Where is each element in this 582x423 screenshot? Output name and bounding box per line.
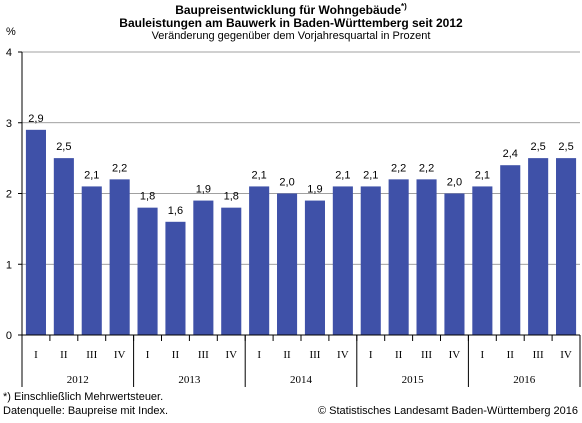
data-label: 2,1	[84, 169, 99, 181]
bar	[556, 158, 577, 335]
x-tick-label: I	[146, 349, 150, 361]
bar	[249, 186, 270, 335]
x-tick-label: IV	[449, 349, 461, 361]
copyright: © Statistisches Landesamt Baden-Württemb…	[317, 405, 578, 417]
bar	[193, 200, 214, 335]
title-footnote-mark: *)	[401, 2, 407, 11]
year-label: 2013	[178, 374, 201, 386]
data-label: 2,0	[447, 177, 462, 189]
data-label: 2,1	[363, 169, 378, 181]
chart-subtitle: Veränderung gegenüber dem Vorjahresquart…	[151, 30, 431, 42]
data-label: 2,5	[558, 141, 573, 153]
x-tick-label: I	[34, 349, 38, 361]
data-label: 2,0	[279, 177, 294, 189]
data-label: 2,1	[335, 169, 350, 181]
data-label: 2,5	[531, 141, 546, 153]
data-label: 2,2	[419, 162, 434, 174]
bar	[444, 193, 465, 335]
x-tick-label: II	[60, 349, 68, 361]
data-label: 1,8	[224, 191, 239, 203]
bar	[360, 186, 381, 335]
x-tick-label: I	[369, 349, 373, 361]
bar	[221, 207, 242, 335]
x-tick-label: III	[198, 349, 209, 361]
x-tick-label: III	[421, 349, 432, 361]
x-tick-label: II	[395, 349, 403, 361]
data-label: 2,4	[503, 148, 518, 160]
y-tick-label: 0	[6, 330, 12, 342]
chart-title-text: Baupreisentwicklung für Wohngebäude	[175, 3, 401, 17]
data-label: 2,2	[112, 162, 127, 174]
bar	[81, 186, 102, 335]
chart-title-line2: Bauleistungen am Bauwerk in Baden-Württe…	[119, 16, 463, 30]
y-tick-label: 1	[6, 259, 12, 271]
data-source: Datenquelle: Baupreise mit Index.	[3, 405, 169, 417]
bar	[165, 221, 186, 335]
y-tick-label: 4	[6, 47, 12, 59]
y-axis-label: %	[6, 26, 16, 38]
y-tick-label: 2	[6, 189, 12, 201]
data-label: 1,9	[307, 184, 322, 196]
x-tick-label: IV	[337, 349, 349, 361]
year-label: 2012	[67, 374, 89, 386]
year-label: 2015	[402, 374, 425, 386]
bar	[53, 158, 74, 335]
bar	[109, 179, 130, 335]
bar	[137, 207, 158, 335]
x-tick-label: IV	[225, 349, 237, 361]
data-label: 1,9	[196, 184, 211, 196]
data-label: 1,8	[140, 191, 155, 203]
y-tick-label: 3	[6, 118, 12, 130]
x-tick-label: II	[283, 349, 291, 361]
data-label: 2,1	[475, 169, 490, 181]
x-tick-label: I	[481, 349, 485, 361]
bar	[416, 179, 437, 335]
x-tick-label: II	[172, 349, 180, 361]
bar	[332, 186, 353, 335]
data-label: 2,1	[252, 169, 267, 181]
chart-title-block: Baupreisentwicklung für Wohngebäude*) Ba…	[0, 0, 582, 43]
bar	[388, 179, 409, 335]
chart-title: Baupreisentwicklung für Wohngebäude*)	[0, 0, 582, 17]
bar	[304, 200, 325, 335]
data-label: 2,9	[28, 113, 43, 125]
x-tick-label: IV	[560, 349, 572, 361]
x-tick-label: III	[533, 349, 544, 361]
x-tick-label: II	[507, 349, 515, 361]
bar	[277, 193, 298, 335]
data-label: 2,2	[391, 162, 406, 174]
x-tick-label: I	[257, 349, 261, 361]
bar	[528, 158, 549, 335]
footnote: *) Einschließlich Mehrwertsteuer.	[3, 391, 164, 403]
data-label: 1,6	[168, 205, 183, 217]
bar	[472, 186, 493, 335]
bar	[25, 129, 46, 335]
x-tick-label: III	[309, 349, 320, 361]
data-label: 2,5	[56, 141, 71, 153]
x-tick-label: III	[86, 349, 97, 361]
bar	[500, 165, 521, 335]
year-label: 2016	[513, 374, 536, 386]
x-tick-label: IV	[114, 349, 126, 361]
year-label: 2014	[290, 374, 313, 386]
